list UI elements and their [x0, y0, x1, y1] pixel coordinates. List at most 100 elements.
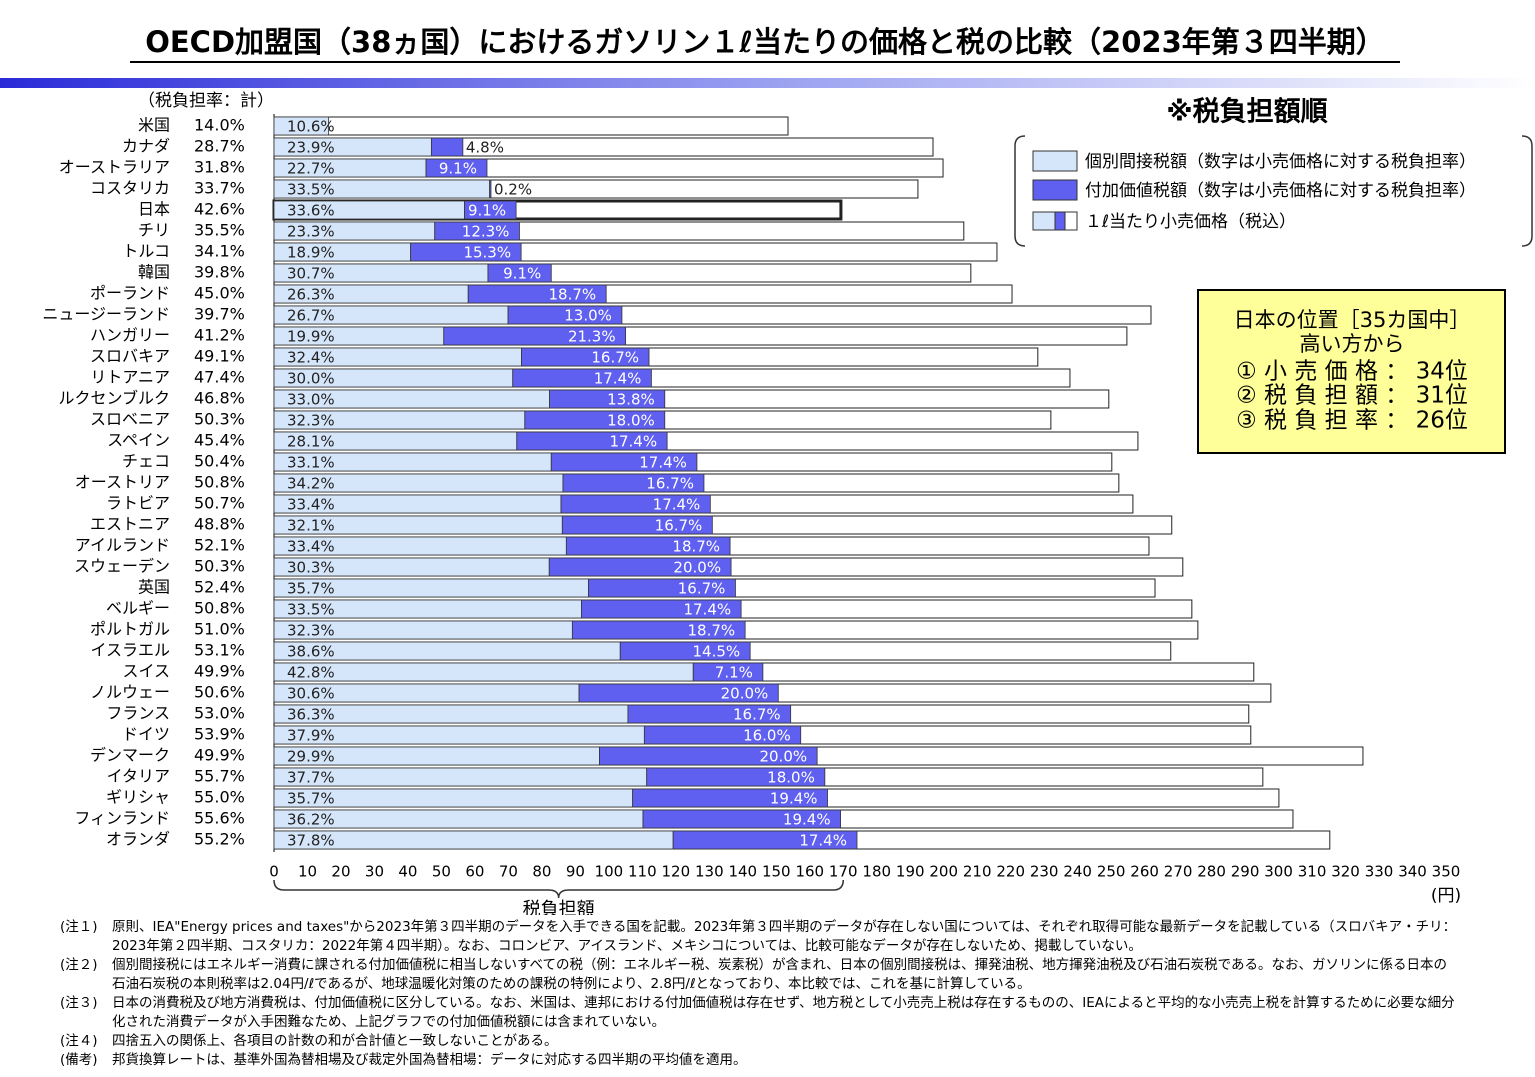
legend-label: １ℓ当たり小売価格（税込）: [1085, 212, 1296, 232]
category-label: オーストラリア: [59, 158, 170, 177]
x-tick-label: 20: [331, 863, 350, 881]
indirect-tax-label: 30.7%: [287, 265, 335, 283]
legend-label: 付加価値税額（数字は小売価格に対する税負担率）: [1085, 181, 1476, 201]
note: (注４) 四捨五入の関係上、各項目の計数の和が合計値と一致しないことがある。: [60, 1032, 1460, 1051]
vat-bar: [627, 704, 792, 724]
total-rate-label: 42.6%: [194, 200, 245, 219]
vat-label: 19.4%: [783, 811, 831, 829]
japan-box-line: 高い方から: [1300, 332, 1405, 356]
total-rate-label: 49.1%: [194, 347, 245, 366]
vat-label: 17.4%: [609, 433, 657, 451]
total-rate-label: 41.2%: [194, 326, 245, 345]
total-rate-label: 50.7%: [194, 494, 245, 513]
x-tick-label: 310: [1298, 863, 1327, 881]
vat-bar: [550, 452, 698, 472]
category-label: カナダ: [122, 137, 170, 156]
x-tick-label: 290: [1231, 863, 1260, 881]
x-tick-label: 160: [795, 863, 824, 881]
x-tick-label: 120: [662, 863, 691, 881]
category-label: コスタリカ: [90, 179, 170, 198]
indirect-tax-label: 33.6%: [287, 202, 335, 220]
notes: (注１) 原則、IEA"Energy prices and taxes"から202…: [60, 918, 1460, 1070]
vat-bar: [487, 263, 552, 283]
indirect-tax-label: 38.6%: [287, 643, 335, 661]
indirect-tax-label: 33.1%: [287, 454, 335, 472]
vat-label: 16.7%: [591, 349, 639, 367]
category-label: スロバキア: [90, 347, 170, 366]
vat-label: 9.1%: [503, 265, 541, 283]
x-tick-label: 220: [996, 863, 1025, 881]
vat-bar: [672, 830, 858, 850]
legend: 個別間接税額（数字は小売価格に対する税負担率） 付加価値税額（数字は小売価格に対す…: [1032, 150, 1476, 232]
indirect-tax-label: 37.8%: [287, 832, 335, 850]
x-tick-label: 190: [896, 863, 925, 881]
vat-bar: [642, 809, 841, 829]
vat-bar: [646, 767, 826, 787]
indirect-tax-label: 29.9%: [287, 748, 335, 766]
total-rate-label: 52.1%: [194, 536, 245, 555]
vat-label: 14.5%: [693, 643, 741, 661]
note: (注１) 原則、IEA"Energy prices and taxes"から202…: [60, 918, 1460, 956]
vat-bar: [425, 158, 488, 178]
indirect-tax-label: 30.3%: [287, 559, 335, 577]
legend-swatch: [1032, 150, 1078, 172]
indirect-tax-label: 10.6%: [287, 118, 335, 136]
category-label: オーストリア: [75, 473, 170, 492]
japan-box-line: 日本の位置［35カ国中］: [1234, 308, 1471, 332]
total-rate-label: 50.8%: [194, 473, 245, 492]
category-label: 日本: [138, 200, 170, 219]
indirect-tax-bar: [273, 662, 694, 682]
legend-label: 個別間接税額（数字は小売価格に対する税負担率）: [1085, 152, 1476, 172]
total-rate-label: 34.1%: [194, 242, 245, 261]
vat-label: 18.7%: [687, 622, 735, 640]
x-tick-label: 230: [1030, 863, 1059, 881]
vat-label: 21.3%: [568, 328, 616, 346]
indirect-tax-label: 33.5%: [287, 601, 335, 619]
indirect-tax-label: 33.4%: [287, 538, 335, 556]
header-band: [0, 78, 1535, 88]
vat-label: 20.0%: [759, 748, 807, 766]
indirect-tax-label: 35.7%: [287, 790, 335, 808]
total-rate-label: 53.0%: [194, 704, 245, 723]
category-label: イタリア: [107, 767, 170, 786]
vat-label: 16.0%: [743, 727, 791, 745]
indirect-tax-label: 22.7%: [287, 160, 335, 178]
vat-label: 15.3%: [463, 244, 511, 262]
indirect-tax-label: 32.3%: [287, 622, 335, 640]
note-text: 日本の消費税及び地方消費税は、付加価値税に区分している。なお、米国は、連邦におけ…: [112, 995, 1455, 1030]
note-text: 邦貨換算レートは、基準外国為替相場及び裁定外国為替相場：データに対応する四半期の…: [112, 1052, 747, 1068]
vat-label: 16.7%: [733, 706, 781, 724]
vat-label: 16.7%: [678, 580, 726, 598]
vat-label: 20.0%: [721, 685, 769, 703]
indirect-tax-label: 26.7%: [287, 307, 335, 325]
indirect-tax-label: 37.7%: [287, 769, 335, 787]
category-label: スイス: [122, 662, 170, 681]
x-tick-label: 330: [1365, 863, 1394, 881]
legend-swatch: [1032, 211, 1056, 231]
category-label: ポルトガル: [90, 620, 170, 639]
vat-label: 4.8%: [466, 139, 504, 157]
total-rate-label: 50.8%: [194, 599, 245, 618]
vat-bar: [643, 725, 802, 745]
note-label: (注１): [60, 919, 98, 935]
x-tick-label: 180: [862, 863, 891, 881]
vat-bar: [571, 620, 746, 640]
indirect-tax-label: 32.3%: [287, 412, 335, 430]
category-label: 米国: [138, 116, 170, 135]
legend-swatch: [1032, 179, 1078, 201]
indirect-tax-label: 23.3%: [287, 223, 335, 241]
total-rate-label: 46.8%: [194, 389, 245, 408]
sort-note: ※税負担額順: [1166, 97, 1327, 128]
vat-bar: [588, 578, 736, 598]
x-axis-label: 税負担額: [523, 899, 595, 915]
vat-bar: [549, 389, 666, 409]
category-label: ルクセンブルク: [58, 389, 170, 408]
vat-bar: [430, 137, 464, 157]
category-label: エストニア: [90, 515, 170, 534]
indirect-tax-label: 34.2%: [287, 475, 335, 493]
total-rate-label: 31.8%: [194, 158, 245, 177]
vat-bar: [521, 347, 650, 367]
total-rate-label: 45.0%: [194, 284, 245, 303]
total-rate-label: 49.9%: [194, 746, 245, 765]
total-rate-label: 33.7%: [194, 179, 245, 198]
